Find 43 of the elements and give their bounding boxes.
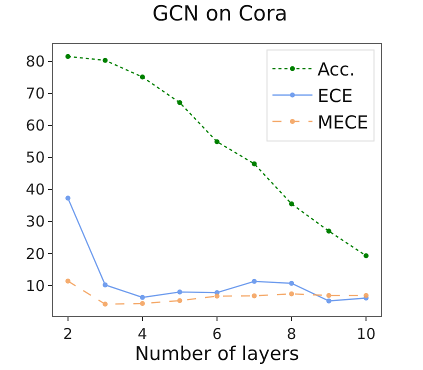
point <box>177 100 182 106</box>
point <box>326 293 332 298</box>
point <box>140 294 145 300</box>
point <box>252 161 257 166</box>
legend-label: MECE <box>317 112 368 134</box>
legend-label: Acc. <box>317 60 355 81</box>
point <box>177 289 182 294</box>
point <box>289 291 294 296</box>
point <box>289 201 294 206</box>
point <box>102 58 108 63</box>
point <box>364 253 369 258</box>
x-axis-title: Number of layers <box>134 343 300 366</box>
point <box>289 280 294 286</box>
x-tick-label: 10 <box>356 325 376 344</box>
point <box>252 293 257 298</box>
point <box>252 278 257 284</box>
point <box>326 228 332 234</box>
y-tick-label: 40 <box>26 180 45 199</box>
y-tick-label: 50 <box>26 148 45 167</box>
x-tick-label: 8 <box>286 325 296 344</box>
y-tick-label: 30 <box>26 212 45 231</box>
point <box>65 54 70 59</box>
y-tick-label: 20 <box>26 244 45 263</box>
y-tick-label: 70 <box>26 84 45 103</box>
point <box>65 196 70 201</box>
point <box>140 301 145 306</box>
x-tick-label: 6 <box>212 325 222 344</box>
point <box>140 74 145 80</box>
x-tick-label: 4 <box>138 325 148 344</box>
chart-title: GCN on Cora <box>152 1 288 26</box>
point <box>102 302 108 307</box>
point <box>177 298 182 304</box>
y-tick-label: 80 <box>26 52 45 71</box>
y-tick-label: 10 <box>26 276 45 295</box>
y-tick-label: 60 <box>26 116 45 135</box>
point <box>364 293 369 298</box>
point <box>65 278 70 284</box>
point <box>214 139 220 144</box>
point <box>102 282 108 288</box>
x-tick-label: 2 <box>63 325 73 344</box>
legend-label: ECE <box>317 86 353 108</box>
point <box>326 298 332 304</box>
point <box>214 294 220 299</box>
